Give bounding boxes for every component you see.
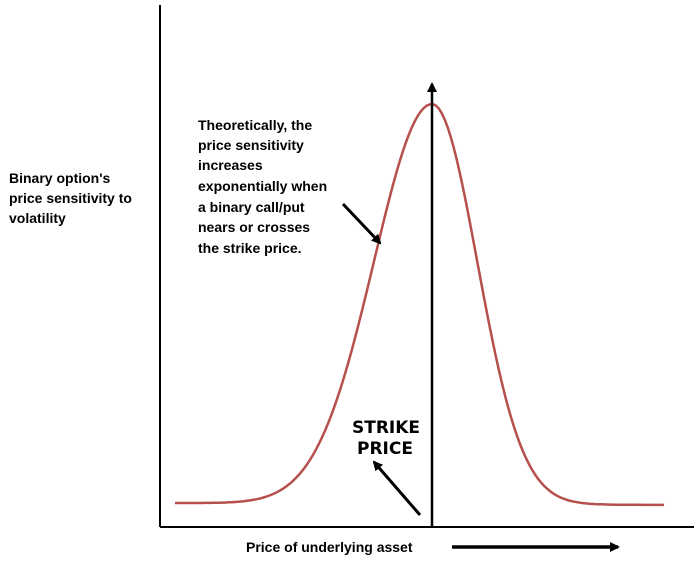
annotation-line: Theoretically, the xyxy=(198,117,312,133)
strike-label: STRIKE xyxy=(352,418,420,438)
strike-arrow xyxy=(372,460,422,516)
y-label: Binary option's price sensitivity to vol… xyxy=(9,170,132,226)
y-label-line: price sensitivity to xyxy=(9,190,132,206)
annotation-line: the strike price. xyxy=(198,240,302,256)
x-label: Price of underlying asset xyxy=(246,539,413,555)
y-label-line: volatility xyxy=(9,210,66,226)
annotation-line: nears or crosses xyxy=(198,219,310,235)
annotation: Theoretically, the price sensitivity inc… xyxy=(198,117,327,256)
sensitivity-curve xyxy=(175,102,665,507)
annotation-arrow xyxy=(341,202,382,245)
annotation-line: a binary call/put xyxy=(198,199,305,215)
annotation-line: increases xyxy=(198,157,263,173)
strike-label: PRICE xyxy=(357,439,413,459)
annotation-line: price sensitivity xyxy=(198,137,304,153)
annotation-line: exponentially when xyxy=(198,178,327,194)
y-label-line: Binary option's xyxy=(9,170,111,186)
